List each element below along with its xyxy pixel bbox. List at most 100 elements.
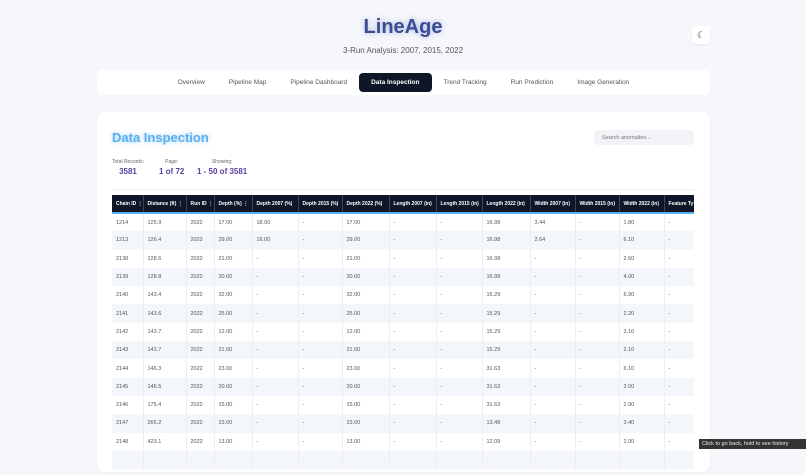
table-cell: 21.00 — [214, 341, 253, 360]
table-row[interactable]: 2140 143.4 2022 32.00- -32.00- -15.29- -6.90- — [112, 286, 694, 305]
table-cell: - — [389, 359, 437, 378]
table-cell: 18.00 — [252, 213, 299, 232]
column-header[interactable]: Distance (ft) ⋮ — [143, 195, 187, 214]
table-cell: - — [436, 359, 483, 378]
table-cell: 143.7 — [143, 341, 187, 360]
column-header[interactable]: Chain ID ⋮ — [112, 195, 144, 214]
moon-icon: ☾ — [696, 30, 706, 40]
table-row[interactable]: 2141 143.6 2022 25.00- -25.00- -15.29- -2.20- — [112, 304, 694, 323]
table-cell: - — [252, 304, 299, 323]
table-row[interactable]: 1213 126.4 2022 29.00 16.00-29.00- -16.98 2.64… — [112, 231, 694, 250]
table-cell: 2141 — [112, 304, 144, 323]
table-cell: 1213 — [112, 231, 144, 250]
table-cell: 16.00 — [252, 231, 299, 250]
theme-toggle-button[interactable]: ☾ — [692, 26, 710, 44]
tab-image-generation[interactable]: Image Generation — [577, 79, 630, 86]
column-header[interactable]: Depth 2022 (%) — [342, 195, 390, 214]
table-cell: - — [298, 286, 343, 305]
table-cell: 125.9 — [143, 213, 187, 232]
table-cell: - — [389, 213, 437, 232]
tab-pipeline-map[interactable]: Pipeline Map — [228, 79, 267, 86]
table-cell: 15.00 — [214, 395, 253, 415]
main-nav: Overview Pipeline Map Pipeline Dashboard Da… — [97, 70, 710, 95]
tab-data-inspection[interactable]: Data Inspection — [359, 73, 432, 92]
showing-stat: Showing: 1 - 50 of 3581 — [197, 159, 247, 176]
table-cell: - — [575, 213, 620, 232]
table-cell: - — [530, 304, 576, 323]
column-header[interactable]: Length 2022 (in) — [482, 195, 531, 214]
table-cell: - — [298, 359, 343, 378]
table-row[interactable]: 2148 423.1 2022 13.00- -13.00- -12.09- -2.00- — [112, 432, 694, 451]
table-row[interactable]: 1214 125.9 2022 17.00 18.00-17.00- -16.98 3.44… — [112, 213, 694, 232]
data-table-container[interactable]: Chain ID ⋮ Distance (ft) ⋮ Run ID ⋮ Depth (… — [112, 195, 694, 475]
table-row[interactable] — [112, 450, 694, 470]
column-header[interactable]: Feature Ty — [664, 195, 694, 214]
tab-pipeline-dashboard[interactable]: Pipeline Dashboard — [290, 79, 348, 86]
table-cell: 15.29 — [482, 322, 531, 342]
total-records-label: Total Records: — [112, 159, 144, 165]
section-title: Data Inspection — [112, 130, 209, 145]
table-cell: 2144 — [112, 359, 144, 378]
tab-run-prediction[interactable]: Run Prediction — [510, 79, 554, 86]
table-row[interactable]: 2147 265.2 2022 23.00- -23.00- -13.48- -3.40- — [112, 414, 694, 433]
table-cell: - — [298, 322, 343, 342]
table-cell: 2022 — [186, 286, 215, 305]
column-header[interactable]: Run ID ⋮ — [186, 195, 215, 214]
table-cell — [619, 450, 665, 470]
table-cell: 2.00 — [619, 432, 665, 451]
table-cell: 2140 — [112, 286, 144, 305]
table-row[interactable]: 2142 143.7 2022 12.00- -12.00- -15.29- -3.10- — [112, 322, 694, 342]
table-cell: 31.63 — [482, 395, 531, 415]
table-cell: 2022 — [186, 231, 215, 250]
table-cell: 3.44 — [530, 213, 576, 232]
table-cell: 2.10 — [619, 341, 665, 360]
table-cell: - — [252, 249, 299, 268]
table-cell: 2022 — [186, 432, 215, 451]
table-cell: - — [530, 414, 576, 433]
table-cell: 143.7 — [143, 322, 187, 342]
table-cell — [482, 450, 531, 470]
column-header[interactable]: Width 2015 (in) — [575, 195, 620, 214]
column-header[interactable]: Length 2007 (in) — [389, 195, 437, 214]
table-cell: - — [664, 249, 694, 268]
table-row[interactable]: 2144 146.3 2022 23.00- -23.00- -31.63- -6.10- — [112, 359, 694, 378]
tab-trend-tracking[interactable]: Trend Tracking — [443, 79, 487, 86]
table-cell: 13.48 — [482, 414, 531, 433]
table-cell: - — [664, 304, 694, 323]
tab-overview[interactable]: Overview — [177, 79, 205, 86]
app-title: LineAge — [363, 16, 443, 38]
table-cell: - — [436, 249, 483, 268]
column-header[interactable]: Width 2007 (in) — [530, 195, 576, 214]
table-cell: 2143 — [112, 341, 144, 360]
table-row[interactable]: 2143 143.7 2022 21.00- -21.00- -15.29- -2.10- — [112, 341, 694, 360]
column-header[interactable]: Length 2015 (in) — [436, 195, 483, 214]
table-cell: 23.00 — [214, 359, 253, 378]
search-input[interactable] — [594, 130, 694, 145]
table-cell — [436, 450, 483, 470]
table-cell: - — [389, 304, 437, 323]
table-cell: 6.10 — [619, 359, 665, 378]
column-header[interactable]: Width 2022 (in) — [619, 195, 665, 214]
table-cell: - — [530, 395, 576, 415]
table-row[interactable]: 2146 175.4 2022 15.00- -15.00- -31.63- -2.90- — [112, 395, 694, 415]
table-row[interactable]: 2138 128.6 2022 21.00- -21.00- -16.98- -2.60- — [112, 249, 694, 268]
table-cell: - — [530, 286, 576, 305]
table-cell: 423.1 — [143, 432, 187, 451]
table-cell: - — [252, 432, 299, 451]
table-row[interactable]: 2145 146.5 2022 20.00- -20.00- -31.63- -2.00- — [112, 377, 694, 396]
table-cell — [664, 450, 694, 470]
table-cell: 2022 — [186, 414, 215, 433]
column-header[interactable]: Depth 2015 (%) — [298, 195, 343, 214]
column-header[interactable]: Depth 2007 (%) — [252, 195, 299, 214]
table-cell: 146.5 — [143, 377, 187, 396]
table-cell: 16.98 — [482, 213, 531, 232]
table-cell: 3.40 — [619, 414, 665, 433]
table-row[interactable]: 2139 128.8 2022 30.00- -30.00- -16.98- -4.00- — [112, 267, 694, 287]
column-header[interactable]: Depth (%) ⋮ — [214, 195, 253, 214]
table-cell: 2146 — [112, 395, 144, 415]
table-cell: - — [664, 432, 694, 451]
table-cell: 2148 — [112, 432, 144, 451]
table-cell: 2145 — [112, 377, 144, 396]
table-cell: - — [664, 213, 694, 232]
table-cell: - — [252, 359, 299, 378]
